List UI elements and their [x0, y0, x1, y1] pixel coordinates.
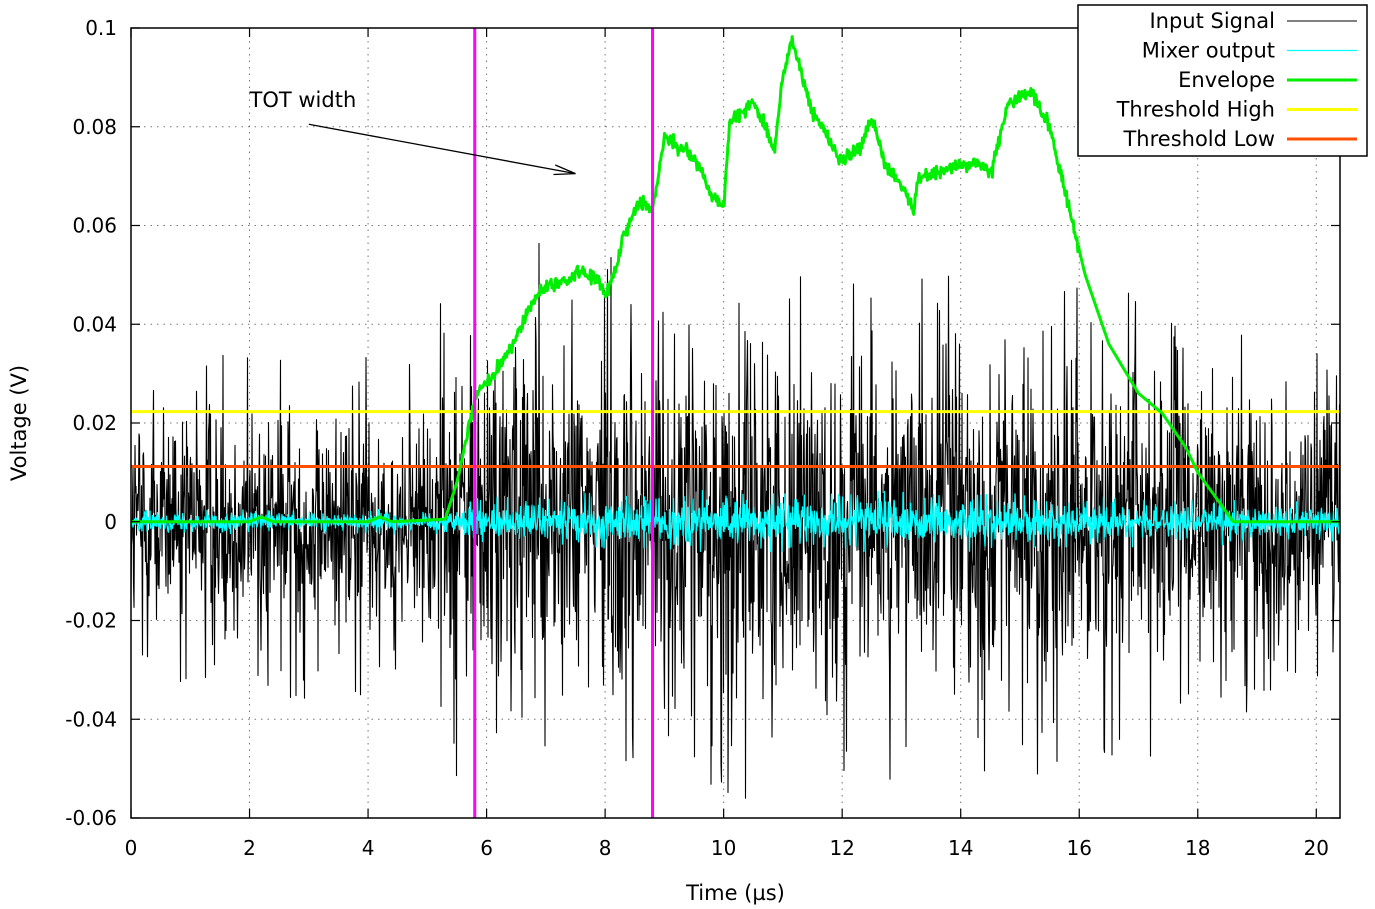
y-tick-label: 0.04 [72, 312, 117, 336]
series-layer [131, 35, 1340, 799]
x-tick-label: 16 [1067, 836, 1092, 860]
y-tick-label: 0.1 [85, 16, 117, 40]
tot-width-annotation: TOT width [249, 88, 576, 176]
y-tick-label: -0.06 [65, 806, 117, 830]
legend-label-input-signal: Input Signal [1149, 9, 1275, 33]
x-tick-label: 0 [125, 836, 138, 860]
tick-labels: 0 2 4 6 8 10 12 14 16 18 20 -0.06 -0.04 -0.02 0 0.02 0.0… [65, 16, 1329, 860]
x-tick-label: 10 [711, 836, 736, 860]
annotation-label: TOT width [249, 88, 357, 112]
axis-ticks [130, 27, 1340, 819]
annotation-arrow-shaft [308, 123, 576, 175]
legend-label-mixer-output: Mixer output [1142, 39, 1275, 63]
legend: Input Signal Mixer output Envelope Threshol… [1077, 4, 1368, 157]
x-tick-label: 20 [1304, 836, 1329, 860]
y-tick-label: 0.08 [72, 115, 117, 139]
y-tick-label: 0 [104, 510, 117, 534]
legend-label-threshold-low: Threshold Low [1122, 127, 1275, 151]
x-tick-label: 2 [243, 836, 256, 860]
y-tick-label: -0.04 [65, 707, 117, 731]
y-tick-label: 0.02 [72, 411, 117, 435]
x-tick-label: 14 [948, 836, 973, 860]
legend-label-envelope: Envelope [1178, 68, 1275, 92]
series-envelope [131, 35, 1340, 524]
annotation-arrow-head [553, 164, 576, 176]
y-tick-label: -0.02 [65, 609, 117, 633]
y-tick-label: 0.06 [72, 214, 117, 238]
x-axis-title: Time (µs) [685, 881, 785, 905]
series-input-signal [131, 242, 1340, 799]
x-tick-label: 18 [1185, 836, 1210, 860]
legend-label-threshold-high: Threshold High [1116, 98, 1275, 122]
x-tick-label: 4 [362, 836, 375, 860]
x-tick-label: 12 [829, 836, 854, 860]
y-axis-title: Voltage (V) [7, 365, 31, 481]
x-tick-label: 6 [480, 836, 493, 860]
x-tick-label: 8 [599, 836, 612, 860]
tot-markers [473, 28, 655, 818]
